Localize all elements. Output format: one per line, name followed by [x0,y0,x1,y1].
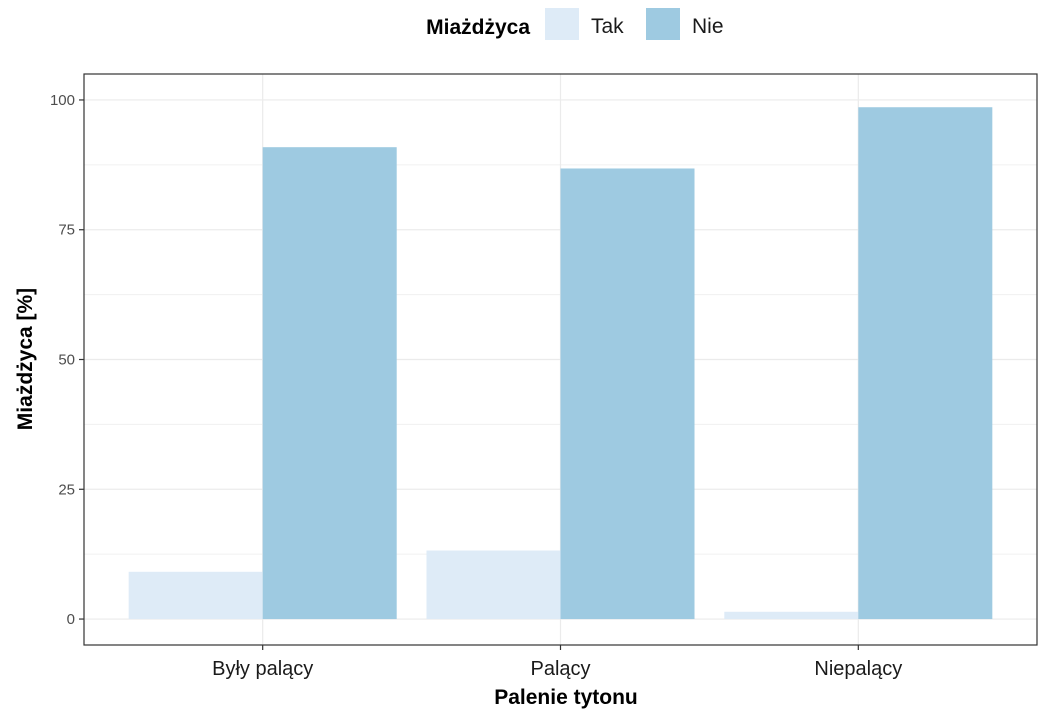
x-tick-label: Niepalący [814,658,902,680]
bar-nie-2 [560,168,695,620]
y-tick-label: 75 [58,222,75,239]
x-axis-title: Palenie tytonu [494,686,638,709]
x-axis: Były palący Palący Niepalący [212,645,902,680]
y-tick-label: 0 [67,611,75,628]
y-axis: 0 25 50 75 100 [50,92,84,628]
legend-title: Miażdżyca [426,16,530,39]
bar-nie-1 [262,147,397,620]
bar-tak-2 [426,550,561,620]
bars [128,107,993,620]
y-tick-label: 25 [58,481,75,498]
x-tick-label: Palący [530,658,590,680]
y-tick-label: 100 [50,92,75,109]
legend-label-tak: Tak [591,15,624,38]
plot-panel [83,73,1038,646]
legend-swatch-tak [545,8,579,40]
bar-tak-1 [128,571,263,620]
bar-tak-3 [724,611,859,620]
x-tick-label: Były palący [212,658,313,680]
y-axis-title: Miażdżyca [%] [14,288,37,430]
legend: Miażdżyca Tak Nie [426,8,724,40]
y-tick-label: 50 [58,352,75,369]
legend-label-nie: Nie [692,15,724,38]
legend-swatch-nie [646,8,680,40]
bar-nie-3 [858,107,993,620]
